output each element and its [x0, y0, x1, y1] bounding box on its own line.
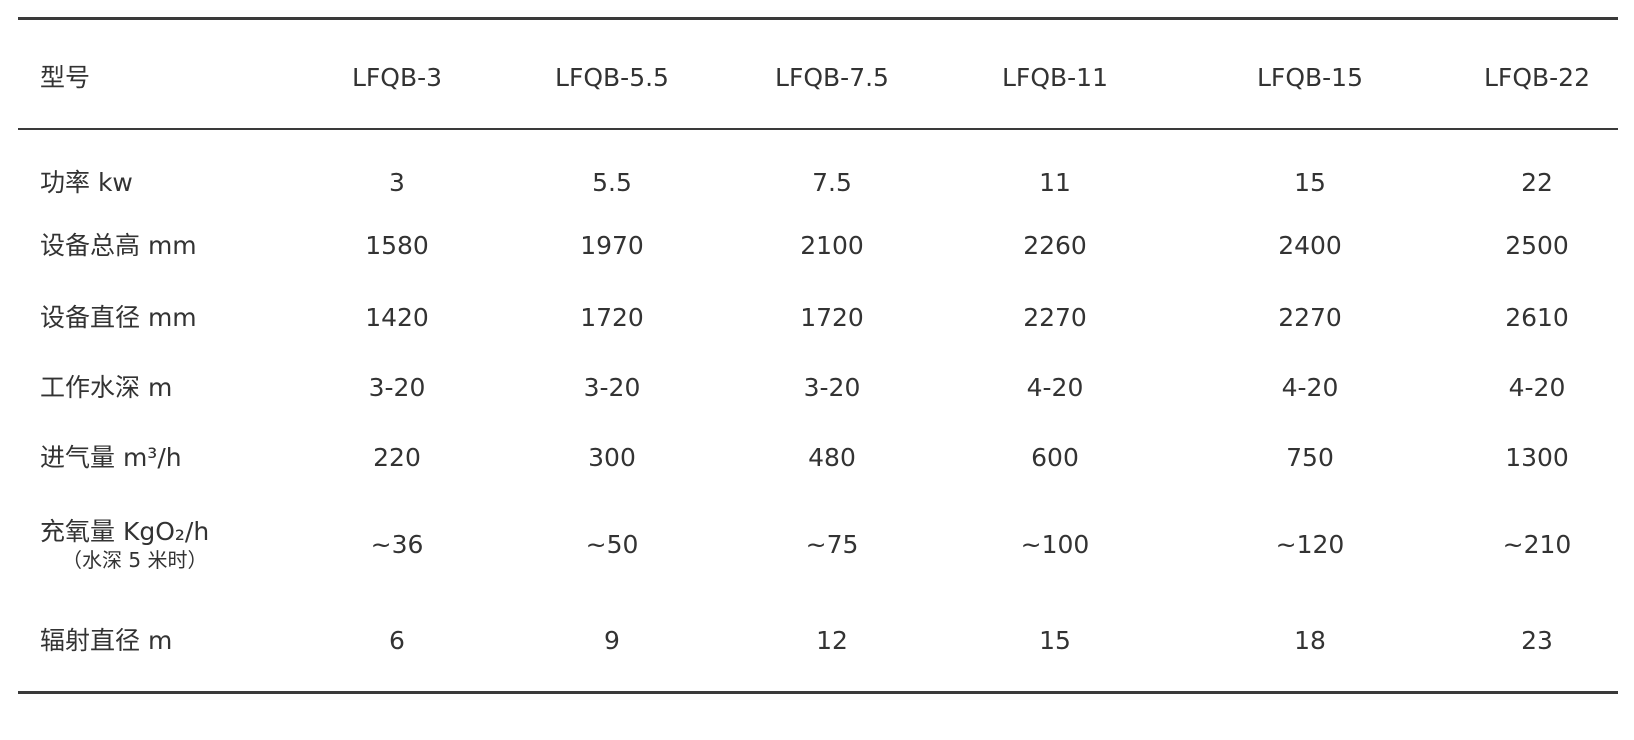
table-cell: 1580 — [365, 231, 429, 260]
row-label-text: 工作水深 m — [40, 373, 173, 402]
table-cell: 5.5 — [592, 168, 632, 197]
table-cell: ~210 — [1502, 530, 1572, 559]
header-label: 型号 — [40, 63, 91, 92]
table-cell: 9 — [604, 626, 620, 655]
table-cell: 11 — [1039, 168, 1071, 197]
table-cell: 2100 — [800, 231, 864, 260]
table-cell: 4-20 — [1508, 373, 1566, 402]
table-cell: 23 — [1521, 626, 1553, 655]
table-cell: ~36 — [370, 530, 424, 559]
table-cell: 2260 — [1023, 231, 1087, 260]
row-label-text: 充氧量 KgO₂/h — [40, 517, 210, 546]
table-cell: 300 — [588, 443, 636, 472]
row-label: 进气量 m³/h — [40, 443, 182, 473]
table-cell: 1720 — [800, 303, 864, 332]
row-label: 充氧量 KgO₂/h （水深 5 米时） — [40, 517, 209, 573]
table-cell: 1420 — [365, 303, 429, 332]
row-label-text: 辐射直径 m — [40, 626, 173, 655]
top-rule — [18, 17, 1618, 20]
table-cell: ~120 — [1275, 530, 1345, 559]
row-label-text: 设备直径 mm — [40, 303, 197, 332]
header-cell: LFQB-22 — [1484, 63, 1590, 92]
table-cell: 3-20 — [583, 373, 641, 402]
table-cell: 2270 — [1278, 303, 1342, 332]
table-cell: 2500 — [1505, 231, 1569, 260]
table-cell: 2610 — [1505, 303, 1569, 332]
row-label-text: 进气量 m³/h — [40, 443, 182, 472]
table-cell: 480 — [808, 443, 856, 472]
table-cell: 7.5 — [812, 168, 852, 197]
table-cell: 2270 — [1023, 303, 1087, 332]
row-label: 辐射直径 m — [40, 626, 172, 656]
table-cell: 3 — [389, 168, 405, 197]
row-label-text: 功率 kw — [40, 168, 133, 197]
table-cell: 12 — [816, 626, 848, 655]
header-rule — [18, 128, 1618, 130]
table-cell: ~75 — [805, 530, 859, 559]
table-cell: 2400 — [1278, 231, 1342, 260]
row-label: 设备总高 mm — [40, 231, 197, 261]
table-cell: 3-20 — [368, 373, 426, 402]
row-label: 功率 kw — [40, 168, 133, 198]
row-label-text: 设备总高 mm — [40, 231, 197, 260]
header-cell: LFQB-3 — [351, 63, 443, 92]
header-cell: LFQB-11 — [1002, 63, 1108, 92]
row-label: 设备直径 mm — [40, 303, 197, 333]
table-cell: 6 — [389, 626, 405, 655]
header-cell: LFQB-15 — [1257, 63, 1363, 92]
table-cell: ~50 — [585, 530, 639, 559]
header-cell: LFQB-5.5 — [555, 63, 669, 92]
row-label: 工作水深 m — [40, 373, 172, 403]
table-cell: 22 — [1521, 168, 1553, 197]
table-cell: 4-20 — [1281, 373, 1339, 402]
bottom-rule — [18, 691, 1618, 694]
header-cell: LFQB-7.5 — [775, 63, 889, 92]
table-cell: 600 — [1031, 443, 1079, 472]
table-cell: 18 — [1294, 626, 1326, 655]
table-cell: 220 — [373, 443, 421, 472]
table-cell: 750 — [1286, 443, 1334, 472]
table-cell: 1300 — [1505, 443, 1569, 472]
table-cell: 4-20 — [1026, 373, 1084, 402]
table-cell: 1970 — [580, 231, 644, 260]
table-cell: 1720 — [580, 303, 644, 332]
table-cell: 15 — [1294, 168, 1326, 197]
table-cell: ~100 — [1020, 530, 1090, 559]
table-cell: 15 — [1039, 626, 1071, 655]
row-note: （水深 5 米时） — [62, 548, 208, 572]
table-cell: 3-20 — [803, 373, 861, 402]
